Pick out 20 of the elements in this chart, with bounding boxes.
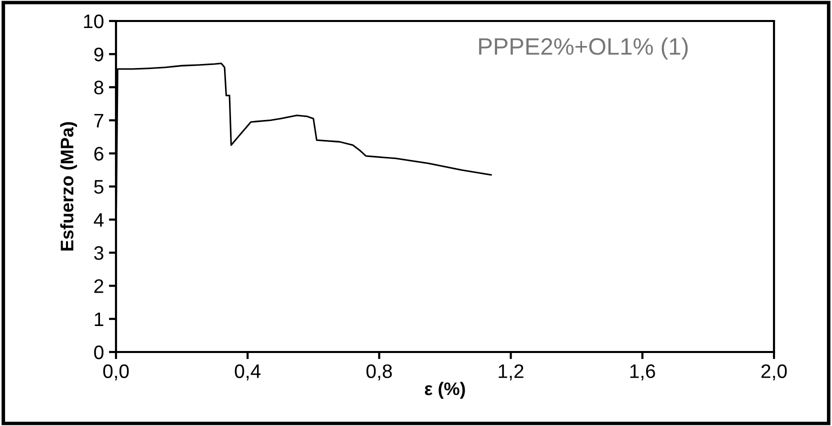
x-tick-label: 2,0 (761, 364, 787, 380)
y-tick-label: 1 (94, 312, 104, 326)
x-tick-label: 0,8 (366, 364, 392, 380)
y-tick-label: 9 (94, 48, 104, 62)
x-tick-label: 1,2 (498, 364, 524, 380)
y-tick-label: 7 (94, 114, 104, 128)
y-tick-label: 0 (94, 345, 104, 360)
y-tick-label: 4 (94, 213, 104, 227)
y-axis-title: Esfuerzo (MPa) (60, 122, 78, 250)
y-tick-label: 3 (94, 246, 104, 260)
x-tick-label: 0,0 (103, 364, 129, 380)
y-tick-label: 10 (84, 14, 104, 28)
x-axis-title: ε (%) (424, 382, 465, 399)
y-tick-label: 8 (94, 80, 104, 94)
annotation: PPPE2%+OL1% (1) (479, 38, 688, 60)
y-tick-label: 5 (94, 180, 104, 194)
x-tick-label: 0,4 (234, 364, 261, 380)
y-tick-label: 6 (94, 146, 104, 161)
y-tick-label: 2 (94, 279, 104, 293)
x-tick-label: 1,6 (630, 364, 656, 380)
